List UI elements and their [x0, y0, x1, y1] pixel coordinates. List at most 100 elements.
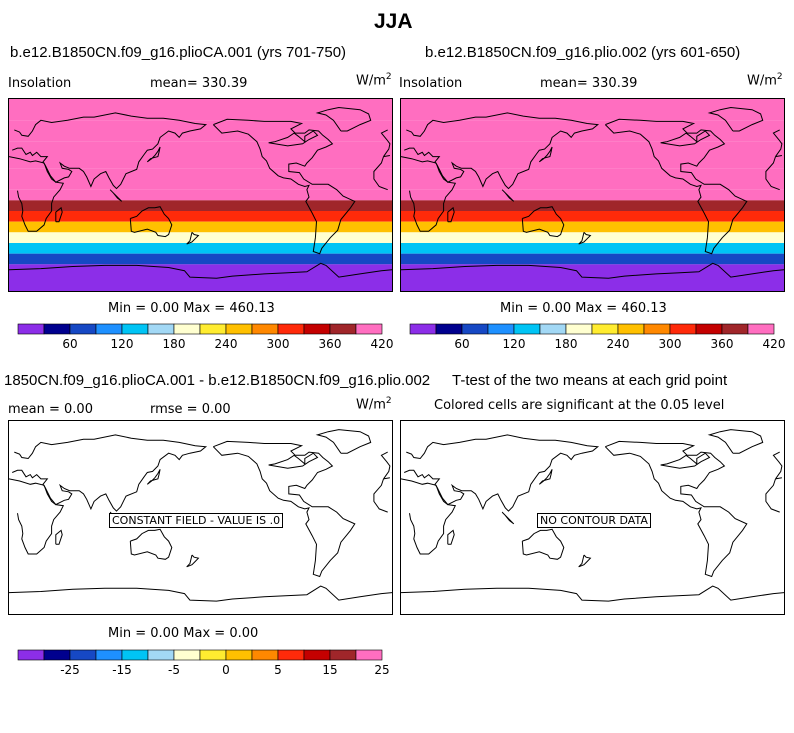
coastline — [404, 434, 783, 512]
colorbar-tick-label: 300 — [659, 337, 682, 351]
colorbar-swatch — [225, 649, 253, 661]
colorbar-swatch — [461, 323, 489, 335]
colorbar-swatch — [539, 323, 567, 335]
colorbar-tick-label: 420 — [371, 337, 394, 351]
panel-2-minmax: Min = 0.00 Max = 460.13 — [500, 301, 667, 316]
panel-3-mean: mean = 0.00 — [8, 402, 93, 417]
colorbar-swatch — [121, 649, 149, 661]
panel-2-map — [400, 98, 785, 292]
colorbar-swatch — [355, 323, 383, 335]
insolation-band — [9, 141, 392, 169]
coastline — [707, 429, 764, 454]
insolation-band — [9, 131, 392, 142]
colorbar-tick-label: 5 — [274, 663, 282, 677]
coastline — [447, 529, 455, 545]
coastline — [604, 440, 748, 578]
coastline — [315, 429, 372, 454]
coastline — [501, 189, 515, 202]
colorbar-swatch — [277, 323, 305, 335]
panel-2-field — [401, 99, 784, 291]
colorbar-swatch — [95, 323, 123, 335]
colorbar-swatch — [669, 323, 697, 335]
insolation-band — [401, 253, 784, 265]
colorbar-swatch — [69, 649, 97, 661]
insolation-band — [9, 189, 392, 201]
colorbar-swatch — [513, 323, 541, 335]
coastline — [604, 118, 748, 255]
colorbar-swatch — [435, 323, 463, 335]
colorbar-tick-label: 60 — [62, 337, 77, 351]
insolation-band — [9, 211, 392, 222]
colorbar-swatch — [199, 323, 227, 335]
coastlines — [401, 106, 784, 279]
coastline — [707, 106, 764, 132]
colorbar-swatch — [487, 323, 515, 335]
coastline — [268, 130, 319, 147]
colorbar-tick-label: -25 — [60, 663, 80, 677]
panel-3-units: W/m2 — [356, 396, 392, 413]
colorbar-tick-label: 360 — [319, 337, 342, 351]
coastline — [538, 146, 553, 163]
panel-3-constant-field-box: CONSTANT FIELD - VALUE IS .0 — [109, 513, 284, 528]
coastline — [268, 452, 319, 469]
insolation-band — [9, 99, 392, 121]
coastline — [12, 434, 391, 512]
colorbar-swatch — [17, 323, 45, 335]
coastline — [146, 469, 161, 485]
colorbar-tick-label: 300 — [267, 337, 290, 351]
colorbar-swatch — [355, 649, 383, 661]
coastline — [212, 440, 356, 578]
coastline — [447, 206, 455, 223]
coastlines — [9, 429, 392, 602]
colorbar-tick-label: 25 — [374, 663, 389, 677]
coastline — [315, 106, 372, 132]
colorbar-swatch — [43, 649, 71, 661]
colorbar-swatch — [17, 649, 45, 661]
insolation-band — [9, 200, 392, 211]
colorbar-tick-label: -5 — [168, 663, 180, 677]
insolation-band — [9, 221, 392, 233]
coastline — [501, 511, 515, 525]
insolation-band — [401, 168, 784, 179]
colorbar-swatch — [617, 323, 645, 335]
panel-4-title: T-test of the two means at each grid poi… — [452, 372, 728, 389]
insolation-band — [401, 131, 784, 142]
panel-1-variable: Insolation — [8, 76, 72, 91]
coastline — [212, 118, 356, 255]
insolation-band — [9, 243, 392, 254]
panel-2-units: W/m2 — [747, 72, 783, 89]
panel-3-field — [9, 429, 392, 602]
insolation-band — [401, 141, 784, 169]
insolation-band — [401, 179, 784, 190]
colorbar-tick-label: 180 — [163, 337, 186, 351]
colorbar-swatch — [121, 323, 149, 335]
panel-1-mean: mean= 330.39 — [150, 76, 248, 91]
colorbar-swatch — [329, 649, 357, 661]
coastline — [9, 585, 392, 602]
colorbar-swatch — [173, 323, 201, 335]
coastline — [186, 231, 200, 245]
colorbar-swatch — [303, 649, 331, 661]
colorbar-tick-label: 15 — [322, 663, 337, 677]
insolation-band — [9, 232, 392, 243]
colorbar-tick-label: 120 — [503, 337, 526, 351]
panel-1-field — [9, 99, 392, 291]
insolation-band — [9, 253, 392, 265]
coastlines — [9, 106, 392, 279]
insolation-band — [401, 99, 784, 121]
panel-4-map: NO CONTOUR DATA — [400, 420, 785, 615]
panel-3-map: CONSTANT FIELD - VALUE IS .0 — [8, 420, 393, 615]
insolation-band — [9, 179, 392, 190]
panel-2-title: b.e12.B1850CN.f09_g16.plio.002 (yrs 601-… — [425, 44, 741, 61]
colorbar-swatch — [251, 649, 279, 661]
colorbar-swatch — [277, 649, 305, 661]
insolation-band — [401, 221, 784, 233]
panel-1-units: W/m2 — [356, 72, 392, 89]
panel-4-no-contour-box: NO CONTOUR DATA — [537, 513, 651, 528]
coastline — [521, 206, 565, 238]
panel-1-map — [8, 98, 393, 292]
panel-1-colorbar: 60 120 180 240 300 360 420 — [17, 323, 393, 351]
coastline — [9, 262, 392, 279]
colorbar-swatch — [225, 323, 253, 335]
panel-2-mean: mean= 330.39 — [540, 76, 638, 91]
